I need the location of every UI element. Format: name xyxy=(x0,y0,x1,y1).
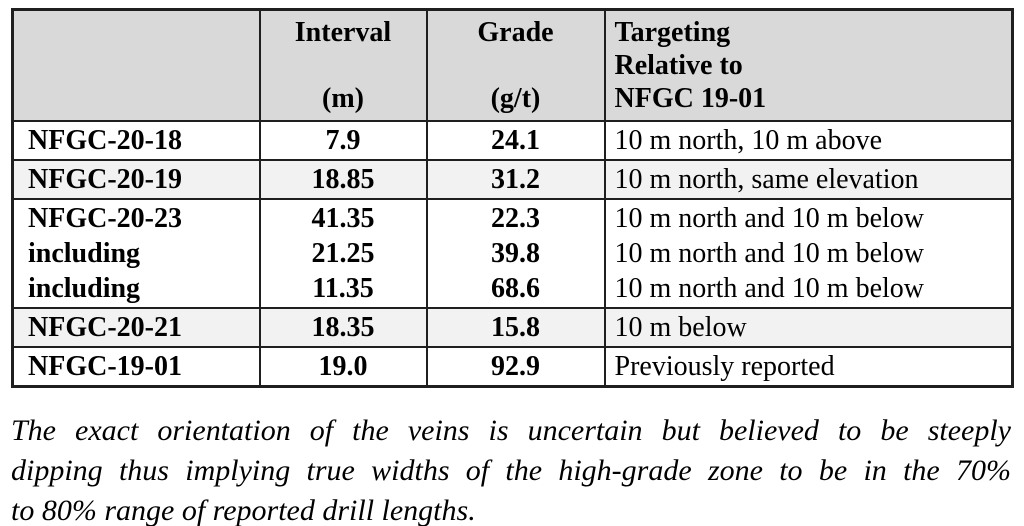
note-paragraph: The exact orientation of the veins is un… xyxy=(11,411,1011,526)
cell-grade: 92.9 xyxy=(425,346,606,388)
cell-line: NFGC-20-21 xyxy=(28,312,182,343)
cell-targeting: 10 m north, same elevation xyxy=(603,159,1014,200)
cell-line: 24.1 xyxy=(491,125,540,156)
table-header-row: Interval (m) Grade (g/t) Targeting Relat… xyxy=(11,8,1014,122)
cell-interval: 18.35 xyxy=(258,307,428,348)
cell-line: 15.8 xyxy=(491,312,540,343)
cell-line: 10 m north, 10 m above xyxy=(614,125,883,156)
header-line: Relative to xyxy=(614,50,743,81)
cell-line: 68.6 xyxy=(491,273,540,304)
header-line: (m) xyxy=(322,83,364,114)
cell-line: 7.9 xyxy=(325,125,361,156)
cell-line: 10 m below xyxy=(614,312,747,343)
cell-interval: 19.0 xyxy=(258,346,428,388)
drill-results-table: Interval (m) Grade (g/t) Targeting Relat… xyxy=(11,8,1014,388)
header-line: Grade xyxy=(477,17,554,48)
cell-interval: 41.35 21.25 11.35 xyxy=(258,198,428,309)
cell-line: 39.8 xyxy=(491,238,540,269)
cell-hole-id: NFGC-20-19 xyxy=(11,159,261,200)
cell-line: including xyxy=(28,273,141,304)
cell-line: 10 m north and 10 m below xyxy=(614,238,925,269)
table-row: NFGC-20-19 18.85 31.2 10 m north, same elev… xyxy=(11,159,1014,200)
cell-grade: 22.3 39.8 68.6 xyxy=(425,198,606,309)
cell-line: NFGC-20-23 xyxy=(28,203,182,234)
cell-targeting: 10 m below xyxy=(603,307,1014,348)
header-line: NFGC 19-01 xyxy=(614,83,767,114)
header-line: Interval xyxy=(294,17,392,48)
cell-hole-id: NFGC-19-01 xyxy=(11,346,261,388)
note-line: dipping thus implying true widths of the… xyxy=(11,454,1011,487)
cell-line: 11.35 xyxy=(312,273,374,304)
cell-hole-id: NFGC-20-18 xyxy=(11,120,261,161)
cell-grade: 15.8 xyxy=(425,307,606,348)
cell-targeting: 10 m north, 10 m above xyxy=(603,120,1014,161)
table-row: NFGC-20-21 18.35 15.8 10 m below xyxy=(11,307,1014,348)
cell-line: NFGC-20-18 xyxy=(28,125,182,156)
header-line xyxy=(28,16,258,49)
table-row: NFGC-20-23 including including 41.35 21.25 11… xyxy=(11,198,1014,309)
header-cell-targeting: Targeting Relative to NFGC 19-01 xyxy=(603,8,1014,122)
cell-line: 22.3 xyxy=(491,203,540,234)
cell-grade: 24.1 xyxy=(425,120,606,161)
cell-line: 92.9 xyxy=(491,351,540,382)
table-body: NFGC-20-18 7.9 24.1 10 m north, 10 m above N… xyxy=(11,120,1014,388)
cell-line: 31.2 xyxy=(491,164,540,195)
cell-line: 18.85 xyxy=(311,164,375,195)
cell-targeting: Previously reported xyxy=(603,346,1014,388)
cell-targeting: 10 m north and 10 m below 10 m north and … xyxy=(603,198,1014,309)
cell-line: 21.25 xyxy=(311,238,375,269)
header-cell-grade: Grade (g/t) xyxy=(425,8,606,122)
header-cell-hole xyxy=(11,8,261,122)
cell-interval: 7.9 xyxy=(258,120,428,161)
header-line xyxy=(262,49,425,82)
cell-line: including xyxy=(28,238,141,269)
cell-line: 10 m north and 10 m below xyxy=(614,203,925,234)
cell-line: 18.35 xyxy=(311,312,375,343)
header-line: (g/t) xyxy=(490,83,541,114)
cell-line: 10 m north, same elevation xyxy=(614,164,919,195)
note-line: The exact orientation of the veins is un… xyxy=(11,414,1011,447)
cell-line: 10 m north and 10 m below xyxy=(614,273,925,304)
header-line: Targeting xyxy=(614,17,731,48)
header-cell-interval: Interval (m) xyxy=(258,8,428,122)
cell-line: 41.35 xyxy=(311,203,375,234)
cell-line: NFGC-20-19 xyxy=(28,164,182,195)
cell-interval: 18.85 xyxy=(258,159,428,200)
cell-hole-id: NFGC-20-21 xyxy=(11,307,261,348)
cell-line: 19.0 xyxy=(318,351,368,382)
cell-hole-id: NFGC-20-23 including including xyxy=(11,198,261,309)
table-row: NFGC-19-01 19.0 92.9 Previously reported xyxy=(11,346,1014,388)
header-line xyxy=(429,49,603,82)
cell-grade: 31.2 xyxy=(425,159,606,200)
note-line: to 80% range of reported drill lengths. xyxy=(11,494,476,526)
cell-line: NFGC-19-01 xyxy=(28,351,182,382)
table-row: NFGC-20-18 7.9 24.1 10 m north, 10 m above xyxy=(11,120,1014,161)
cell-line: Previously reported xyxy=(614,351,835,382)
